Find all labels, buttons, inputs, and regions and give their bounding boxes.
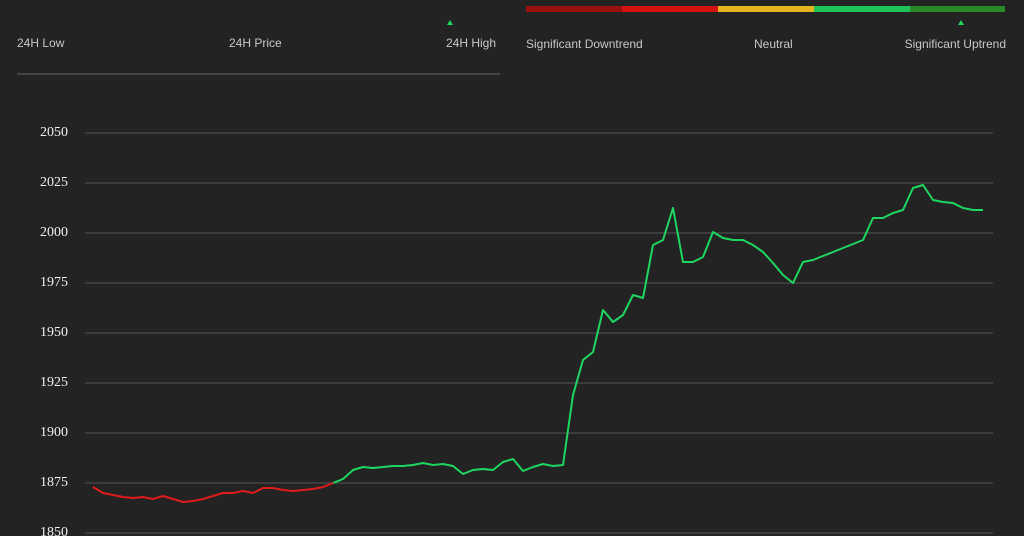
y-tick-label: 1975 (40, 275, 68, 290)
y-tick-label: 1900 (40, 425, 68, 440)
y-tick-label: 2025 (40, 175, 68, 190)
low-label: 24H Low (17, 36, 65, 50)
trend-label: Neutral (754, 37, 793, 51)
price-line (92, 482, 334, 503)
trend-bar-segment (910, 6, 1005, 12)
trend-bar-segment (718, 6, 814, 12)
trend-label: Significant Uptrend (904, 37, 1006, 51)
high-marker (447, 20, 453, 25)
y-tick-label: 2050 (40, 125, 68, 140)
price-label: 24H Price (229, 36, 282, 50)
y-tick-label: 1850 (40, 525, 68, 536)
y-tick-label: 2000 (40, 225, 68, 240)
trend-bar-segment (622, 6, 718, 12)
y-tick-label: 1925 (40, 375, 68, 390)
trend-bar-segment (814, 6, 910, 12)
trend-label: Significant Downtrend (526, 37, 643, 51)
y-tick-label: 1950 (40, 325, 68, 340)
trend-marker (958, 20, 964, 25)
y-tick-label: 1875 (40, 475, 68, 490)
trend-bar-segment (526, 6, 622, 12)
high-label: 24H High (446, 36, 497, 50)
price-line (332, 184, 983, 484)
